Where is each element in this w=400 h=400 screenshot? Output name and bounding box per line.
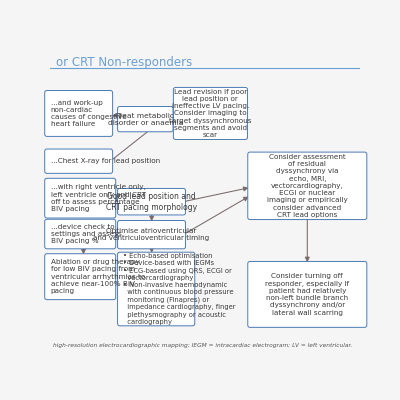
- FancyBboxPatch shape: [118, 188, 186, 215]
- FancyBboxPatch shape: [248, 152, 367, 220]
- FancyBboxPatch shape: [118, 220, 186, 249]
- Text: high-resolution electrocardiographic mapping; IEGM = intracardiac electrogram; L: high-resolution electrocardiographic map…: [53, 343, 352, 348]
- FancyBboxPatch shape: [45, 90, 113, 136]
- FancyBboxPatch shape: [45, 149, 113, 173]
- FancyBboxPatch shape: [173, 88, 248, 140]
- Text: • Echo-based optimisation
• Device-based with IEGMs
• ECG-based using QRS, ECGI : • Echo-based optimisation • Device-based…: [124, 253, 236, 325]
- FancyBboxPatch shape: [248, 262, 367, 327]
- Text: Consider assessment
of residual
dyssynchrony via
echo, MRI,
vectorcardiography,
: Consider assessment of residual dyssynch…: [267, 154, 348, 218]
- Text: Optimise atrioventricular
and ventriculoventricular timing: Optimise atrioventricular and ventriculo…: [94, 228, 210, 241]
- Text: Lead revision if poor
lead position or
ineffective LV pacing.
Consider imaging t: Lead revision if poor lead position or i…: [169, 89, 252, 138]
- Text: ...device check to
settings and assess
BIV pacing %: ...device check to settings and assess B…: [51, 224, 121, 244]
- Text: ...and work-up
non-cardiac
causes of congestive
heart failure: ...and work-up non-cardiac causes of con…: [51, 100, 126, 127]
- Text: Treat metabolic
disorder or anaemia: Treat metabolic disorder or anaemia: [108, 112, 183, 126]
- Text: Good lead position and
CRT pacing morphology: Good lead position and CRT pacing morpho…: [106, 192, 197, 212]
- Text: ...Chest X-ray for lead position: ...Chest X-ray for lead position: [51, 158, 160, 164]
- FancyBboxPatch shape: [45, 219, 116, 249]
- FancyBboxPatch shape: [45, 254, 116, 300]
- Text: Consider turning off
responder, especially if
patient had relatively
non-left bu: Consider turning off responder, especial…: [265, 273, 349, 316]
- FancyBboxPatch shape: [45, 178, 116, 218]
- Text: ...with right ventricle only,
left ventricle only and CRT
off to assess percenta: ...with right ventricle only, left ventr…: [51, 184, 146, 212]
- Text: Ablation or drug therapy
for low BIV pacing from
ventricular arrhythmias to
achi: Ablation or drug therapy for low BIV pac…: [51, 259, 145, 294]
- FancyBboxPatch shape: [118, 106, 173, 132]
- Text: or CRT Non-responders: or CRT Non-responders: [56, 56, 192, 69]
- FancyBboxPatch shape: [118, 252, 195, 326]
